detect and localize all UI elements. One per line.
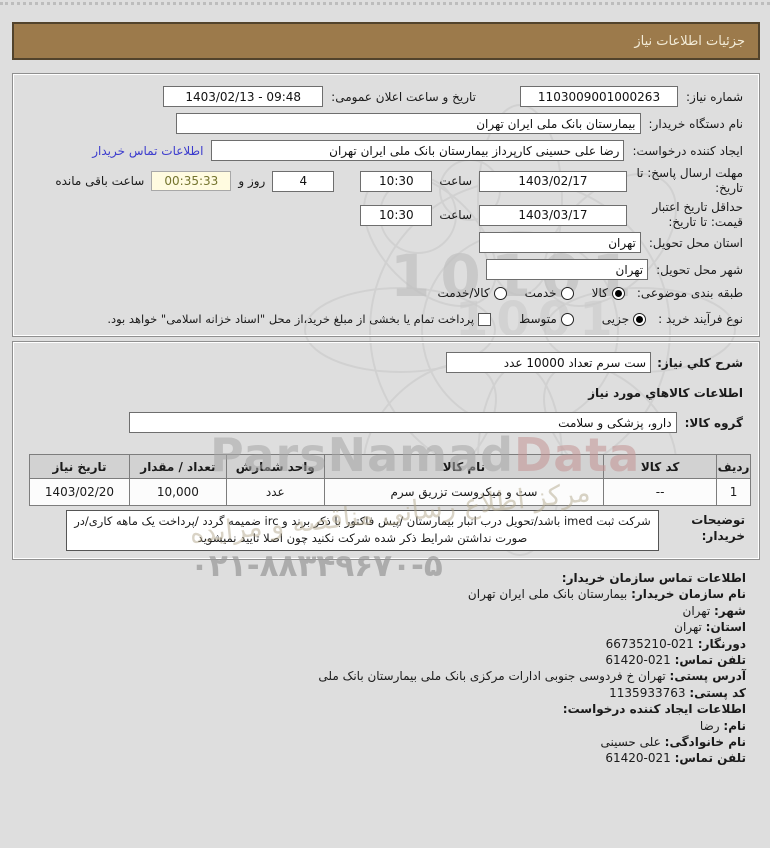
contact-row-address: آدرس پستی: تهران خ فردوسی جنوبی ادارات م…: [318, 669, 746, 684]
goods-group-input[interactable]: [128, 412, 677, 433]
goods-table-row: 1 -- ست و میکروست تزریق سرم عدد 10,000 1…: [29, 478, 751, 506]
countdown-timer: 00:35:33: [151, 171, 232, 191]
cell-unit: عدد: [225, 478, 325, 506]
request-creator-label: ایجاد کننده درخواست:: [632, 143, 743, 158]
need-number-label: شماره نیاز:: [686, 89, 743, 104]
radio-goods-service[interactable]: [493, 286, 507, 300]
days-and-label: روز و: [238, 174, 266, 188]
need-description-label: شرح كلي نياز:: [657, 355, 743, 370]
delivery-city-label: شهر محل تحویل:: [656, 262, 743, 277]
goods-table-header-row: ردیف کد کالا نام کالا واحد شمارش تعداد /…: [29, 454, 751, 479]
creator-row-phone: تلفن تماس: 61420-021: [605, 751, 746, 766]
radio-minor[interactable]: [633, 312, 647, 326]
contact-row-postalcode: کد پستی: 1135933763: [609, 685, 746, 700]
goods-info-panel: شرح كلي نياز: اطلاعات کالاهاي مورد نياز …: [12, 341, 760, 560]
page-title: جزئیات اطلاعات نیاز: [634, 33, 745, 49]
buyer-org-input[interactable]: [175, 113, 641, 134]
contact-row-fax: دورنگار: 66735210-021: [605, 636, 746, 651]
contact-row-city: شهر: تهران: [682, 603, 746, 618]
goods-section-heading: اطلاعات کالاهاي مورد نياز: [588, 386, 743, 400]
deadline-hour-label: ساعت: [439, 174, 472, 188]
reply-deadline-time-input[interactable]: [360, 170, 433, 192]
creator-section-heading: اطلاعات ایجاد کننده درخواست:: [562, 702, 746, 717]
radio-goods[interactable]: [611, 286, 625, 300]
cell-need-date: 1403/02/20: [29, 478, 130, 506]
creator-row-firstname: نام: رضا: [699, 718, 746, 733]
cell-row-number: 1: [716, 478, 751, 506]
delivery-province-label: استان محل تحویل:: [648, 235, 743, 250]
col-header-unit: واحد شمارش: [225, 454, 325, 479]
creator-row-lastname: نام خانوادگی: علی حسینی: [600, 735, 746, 750]
cell-quantity: 10,000: [128, 478, 227, 506]
price-validity-time-input[interactable]: [360, 204, 433, 226]
contact-section-heading: اطلاعات تماس سازمان خریدار:: [561, 571, 746, 585]
radio-minor-label: جزیی: [601, 312, 630, 326]
col-header-item-code: کد کالا: [603, 454, 718, 479]
radio-medium-label: متوسط: [519, 312, 557, 326]
buyer-org-label: نام دستگاه خریدار:: [648, 116, 744, 131]
cell-item-code: --: [603, 478, 718, 506]
hours-remaining-label: ساعت باقی مانده: [55, 174, 145, 188]
delivery-city-input[interactable]: [486, 259, 649, 280]
radio-service-label: خدمت: [524, 286, 557, 300]
radio-medium[interactable]: [560, 312, 574, 326]
contact-row-province: استان: تهران: [674, 620, 746, 635]
col-header-row-number: ردیف: [716, 454, 751, 479]
announce-datetime-input[interactable]: [163, 86, 324, 107]
announce-datetime-label: تاریخ و ساعت اعلان عمومی:: [331, 89, 476, 104]
days-remaining-input[interactable]: [272, 170, 335, 192]
validity-hour-label: ساعت: [439, 208, 472, 222]
goods-table: ردیف کد کالا نام کالا واحد شمارش تعداد /…: [29, 454, 751, 506]
cell-item-name: ست و میکروست تزریق سرم: [323, 478, 605, 506]
radio-service[interactable]: [560, 286, 574, 300]
contact-row-phone: تلفن تماس: 61420-021: [605, 653, 746, 668]
request-creator-input[interactable]: [211, 140, 625, 161]
col-header-quantity: تعداد / مقدار: [128, 454, 227, 479]
page-top-divider: [0, 2, 770, 5]
reply-deadline-label: مهلت ارسال پاسخ: تا تاریخ:: [636, 166, 743, 195]
treasury-checkbox[interactable]: [478, 312, 492, 326]
buyer-contact-section: اطلاعات تماس سازمان خریدار: نام سازمان خ…: [10, 570, 746, 767]
col-header-need-date: تاریخ نیاز: [29, 454, 130, 479]
delivery-province-input[interactable]: [478, 232, 641, 253]
buyer-notes-box[interactable]: شرکت ثبت imed باشد/تحویل درب انبار بیمار…: [66, 510, 659, 551]
buyer-notes-label: توضیحات خریدار:: [691, 513, 745, 543]
subject-category-label: طبقه بندی موضوعی:: [636, 286, 743, 300]
need-info-panel: شماره نیاز: تاریخ و ساعت اعلان عمومی: نا…: [12, 73, 760, 337]
radio-goods-service-label: کالا/خدمت: [437, 286, 490, 300]
radio-goods-label: کالا: [591, 286, 608, 300]
goods-group-label: گروه کالا:: [684, 415, 743, 430]
need-description-input[interactable]: [446, 352, 652, 373]
reply-deadline-date-input[interactable]: [479, 170, 627, 192]
price-validity-date-input[interactable]: [479, 204, 627, 226]
col-header-item-name: نام کالا: [323, 454, 605, 479]
page-titlebar: جزئیات اطلاعات نیاز: [12, 22, 760, 60]
treasury-checkbox-label: پرداخت تمام یا بخشی از مبلغ خرید،از محل …: [107, 312, 475, 326]
need-number-input[interactable]: [520, 86, 678, 107]
price-validity-label: حداقل تاریخ اعتبار قیمت: تا تاریخ:: [652, 200, 743, 229]
buyer-contact-link[interactable]: اطلاعات تماس خریدار: [92, 143, 204, 158]
purchase-process-label: نوع فرآیند خرید :: [658, 312, 743, 326]
contact-row-org: نام سازمان خریدار: بیمارستان بانک ملی ای…: [467, 587, 746, 602]
